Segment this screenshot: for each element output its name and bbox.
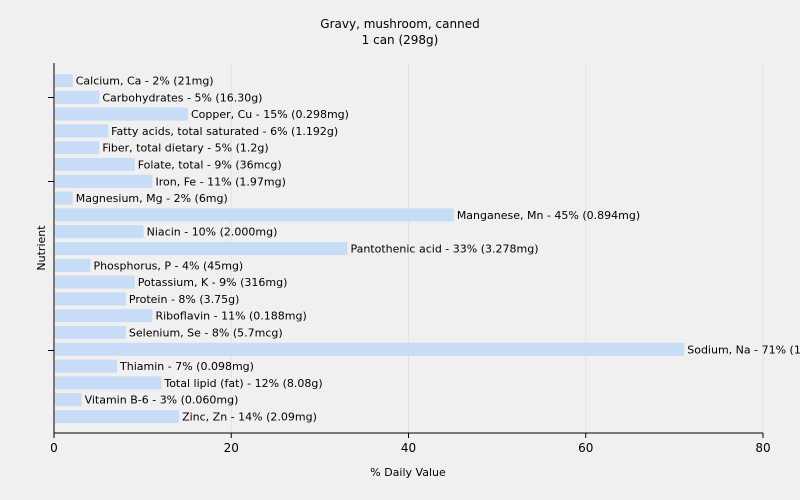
- bar-label: Phosphorus, P - 4% (45mg): [93, 259, 243, 272]
- bar: [55, 191, 73, 205]
- bar: [55, 174, 153, 188]
- x-tick-label: 20: [224, 441, 239, 455]
- x-tick-label: 0: [50, 441, 58, 455]
- bar-label: Calcium, Ca - 2% (21mg): [76, 75, 214, 88]
- bar-label: Zinc, Zn - 14% (2.09mg): [182, 411, 317, 424]
- bar: [55, 74, 73, 87]
- bar-label: Fatty acids, total saturated - 6% (1.192…: [111, 125, 338, 138]
- x-tick-labels: 0 20 40 60 80: [50, 441, 770, 455]
- bar-label: Iron, Fe - 11% (1.97mg): [155, 175, 285, 188]
- bar: [55, 309, 153, 323]
- bar-label: Protein - 8% (3.75g): [129, 293, 240, 306]
- bar-label: Niacin - 10% (2.000mg): [147, 226, 278, 239]
- bar-label: Carbohydrates - 5% (16.30g): [102, 91, 262, 104]
- grid-lines: [230, 63, 764, 433]
- bar: [55, 258, 91, 272]
- bar-label: Selenium, Se - 8% (5.7mcg): [129, 327, 283, 340]
- x-tick-label: 80: [755, 441, 770, 455]
- bar: [55, 376, 162, 390]
- bar: [55, 208, 454, 222]
- bar: [55, 359, 118, 373]
- bar: [55, 141, 100, 155]
- bar-label: Pantothenic acid - 33% (3.278mg): [350, 243, 538, 256]
- bar-label: Total lipid (fat) - 12% (8.08g): [163, 377, 322, 390]
- bar-label: Copper, Cu - 15% (0.298mg): [191, 108, 349, 121]
- bar-label: Potassium, K - 9% (316mg): [138, 276, 288, 289]
- bar: [55, 158, 135, 171]
- axes-group: [48, 63, 764, 438]
- bar: [55, 275, 135, 289]
- bar: [55, 242, 348, 255]
- y-axis-label: Nutrient: [35, 225, 48, 271]
- bar-label: Vitamin B-6 - 3% (0.060mg): [85, 394, 239, 407]
- bar-label: Thiamin - 7% (0.098mg): [119, 360, 254, 373]
- bar-label: Sodium, Na - 71% (1699mg): [687, 343, 800, 356]
- bar: [55, 410, 180, 423]
- bar: [55, 90, 100, 104]
- bar-labels-group: Calcium, Ca - 2% (21mg) Carbohydrates - 5…: [76, 75, 800, 424]
- bar: [55, 326, 126, 339]
- bar-label: Fiber, total dietary - 5% (1.2g): [102, 142, 268, 155]
- bar-label: Folate, total - 9% (36mcg): [138, 159, 282, 172]
- bar: [55, 393, 82, 407]
- chart-title: Gravy, mushroom, canned: [320, 17, 479, 31]
- x-tick-label: 60: [578, 441, 593, 455]
- bar: [55, 342, 685, 356]
- bar-label: Magnesium, Mg - 2% (6mg): [76, 192, 228, 205]
- bar: [55, 124, 109, 138]
- bars-group: [55, 74, 685, 423]
- x-tick-label: 40: [401, 441, 416, 455]
- bar-label: Manganese, Mn - 45% (0.894mg): [457, 209, 640, 222]
- chart-subtitle: 1 can (298g): [362, 33, 439, 47]
- bar: [55, 292, 126, 306]
- x-axis-label: % Daily Value: [370, 466, 446, 479]
- bar: [55, 107, 188, 121]
- bar-label: Riboflavin - 11% (0.188mg): [155, 310, 306, 323]
- bar: [55, 225, 144, 239]
